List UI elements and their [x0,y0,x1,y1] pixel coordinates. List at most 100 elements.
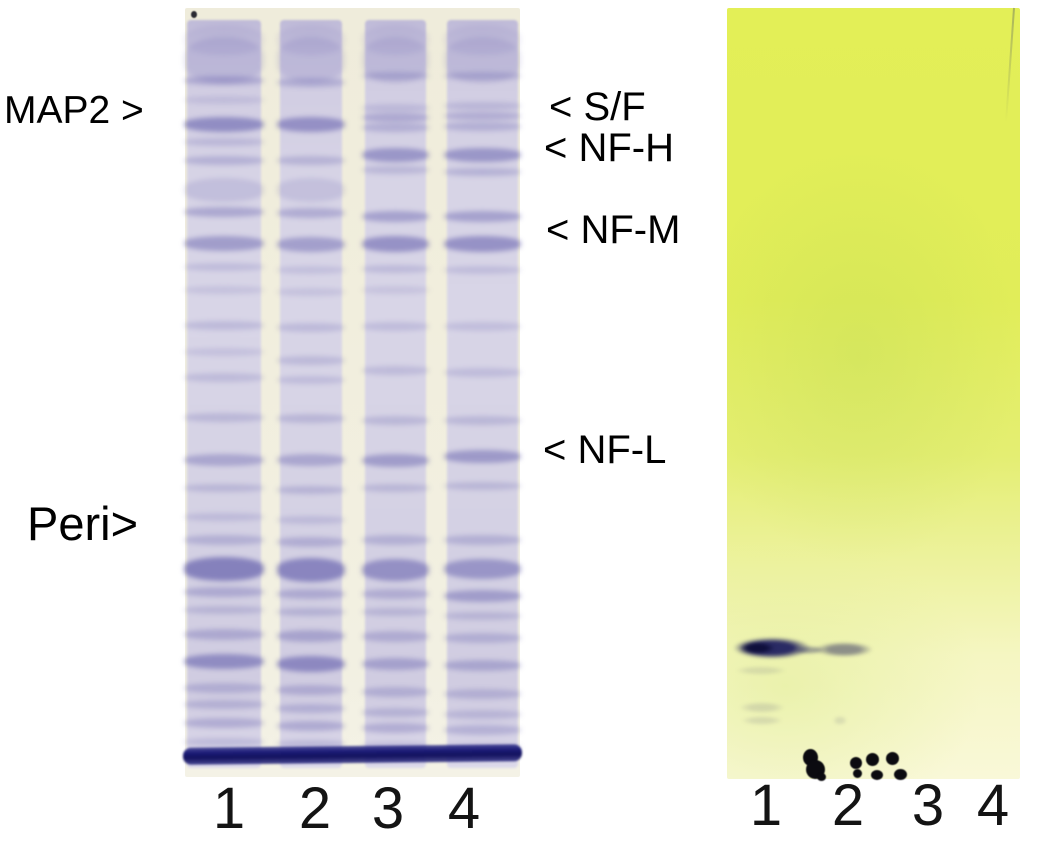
protein-band [277,721,345,731]
blot-band [833,716,847,725]
protein-band [444,449,521,463]
protein-band [277,288,345,296]
protein-band [184,606,264,614]
gel-lane [444,20,521,768]
blot-lane-number-1: 1 [749,773,783,838]
protein-band [444,72,521,80]
protein-band [444,367,521,377]
protein-band [444,112,521,120]
protein-band [184,653,264,669]
protein-band [362,415,429,425]
protein-band [444,535,521,545]
protein-band [184,96,264,104]
protein-band [184,372,264,382]
protein-band [184,535,264,545]
protein-band [444,102,521,110]
protein-band [277,454,345,466]
protein-band [184,628,264,640]
protein-band [362,104,429,112]
protein-band [184,37,264,83]
label-peri: Peri> [27,497,139,550]
protein-band [184,155,264,165]
gel-lane-number-4: 4 [447,776,481,841]
gel-lane [362,20,429,768]
protein-band [277,355,345,365]
gel-lane-number-3: 3 [371,776,405,841]
protein-band [277,208,345,218]
protein-band [184,699,264,709]
protein-band [362,72,429,80]
protein-band [444,168,521,176]
protein-band [444,709,521,719]
protein-band [362,608,429,616]
protein-band [444,659,521,671]
protein-band [277,178,345,202]
ink-mark [850,757,862,769]
protein-band [444,482,521,490]
protein-band [362,321,429,331]
blot-lane-numbers: 1 2 3 4 [0,777,1054,841]
label-sf: < S/F [549,85,646,129]
western-blot-panel [727,7,1020,781]
protein-band [362,687,429,697]
protein-band [277,25,345,55]
protein-band [444,612,521,620]
protein-band [444,725,521,735]
gel-lane-numbers: 1 2 3 4 [0,780,1054,844]
label-nfm: < NF-M [546,208,681,252]
ink-mark [894,769,907,780]
protein-band [184,178,264,202]
protein-band [362,723,429,733]
protein-band [184,454,264,466]
protein-band [362,630,429,642]
protein-band [362,658,429,670]
label-nfh: < NF-H [544,126,674,170]
protein-band [444,590,521,602]
protein-band [362,589,429,599]
protein-band [184,513,264,521]
protein-band [362,122,429,132]
protein-band [184,348,264,356]
protein-band [362,286,429,294]
ink-mark [871,770,883,780]
protein-band [444,121,521,131]
protein-band [362,707,429,717]
protein-band [277,630,345,642]
protein-band [277,608,345,616]
protein-band [184,683,264,693]
protein-band [277,77,345,87]
protein-band [184,587,264,597]
protein-band [362,265,429,273]
gel-lane [277,20,345,768]
protein-band [444,37,521,83]
protein-band [362,112,429,122]
protein-band [184,116,264,132]
ink-mark [886,752,899,765]
blot-lane-number-2: 2 [831,773,865,838]
protein-band [277,558,345,582]
gel-lane-number-1: 1 [212,776,246,841]
protein-band [362,210,429,222]
protein-band [277,413,345,423]
protein-band [444,266,521,274]
protein-band [444,210,521,222]
protein-band [362,25,429,55]
protein-band [444,321,521,331]
protein-band [444,633,521,643]
blot-lane-number-4: 4 [976,773,1010,838]
protein-band [184,484,264,492]
protein-band [277,266,345,274]
protein-band [277,685,345,695]
protein-band [362,148,429,162]
protein-band [184,412,264,422]
gel-lane [184,20,264,768]
label-map2: MAP2 > [4,89,144,132]
protein-band [444,689,521,699]
protein-band [362,453,429,467]
protein-band [277,740,345,748]
protein-band [277,37,345,83]
protein-band [277,376,345,384]
protein-band [184,738,264,746]
protein-band [277,322,345,332]
gel-dye-front-band [182,744,523,765]
